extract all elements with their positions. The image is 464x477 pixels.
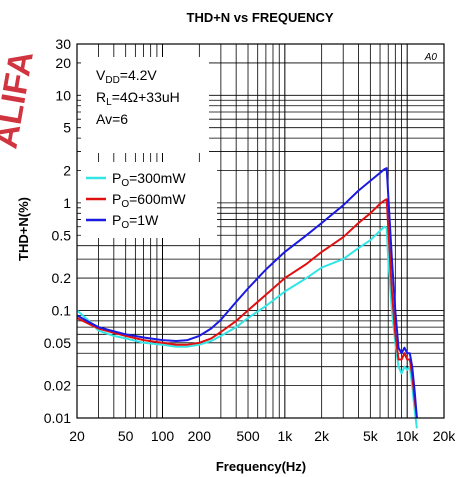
y-tick-label: 30 [55, 36, 71, 52]
x-tick-label: 1k [277, 428, 293, 444]
x-axis-label: Frequency(Hz) [216, 459, 306, 474]
y-tick-label: 5 [63, 120, 71, 136]
x-tick-label: 50 [118, 428, 134, 444]
series-line [76, 198, 418, 419]
y-axis-label: THD+N(%) [16, 197, 31, 261]
y-tick-label: 0.01 [44, 410, 71, 426]
condition-text: VDD=4.2V [96, 67, 157, 86]
legend-entry: PO=600mW [112, 191, 186, 210]
y-tick-label: 10 [55, 87, 71, 103]
x-tick-label: 500 [236, 428, 260, 444]
x-tick-label: 10k [396, 428, 420, 444]
y-tick-label: 0.05 [44, 335, 71, 351]
y-tick-label: 0.2 [52, 270, 72, 286]
x-tick-label: 2k [314, 428, 330, 444]
conditions-box-bg [81, 57, 209, 153]
condition-text: RL=4Ω+33uH [96, 89, 180, 108]
series-line [76, 167, 418, 419]
chart-title: THD+N vs FREQUENCY [187, 10, 334, 25]
x-tick-label: 100 [151, 428, 175, 444]
x-tick-label: 200 [188, 428, 212, 444]
y-tick-label: 0.1 [52, 302, 72, 318]
legend-entry: PO=300mW [112, 170, 186, 189]
plot-frame [76, 43, 445, 419]
condition-text: Av=6 [96, 111, 128, 127]
x-tick-label: 20 [69, 428, 85, 444]
x-tick-label: 5k [363, 428, 379, 444]
y-tick-label: 0.5 [52, 227, 72, 243]
watermark-left: ALIFA [0, 48, 41, 151]
y-tick-label: 1 [63, 195, 71, 211]
plot-area: 20 50 100 200 500 1k 2k 5k 10k 20k 0.01 0.02 0.05 0.1… [44, 36, 457, 444]
y-tick-label: 0.02 [44, 378, 71, 394]
series-line [76, 225, 418, 429]
y-tick-label: 2 [63, 163, 71, 179]
corner-mark: A0 [424, 52, 438, 63]
y-tick-label: 20 [55, 55, 71, 71]
x-tick-label: 20k [433, 428, 457, 444]
legend-entry: PO=1W [112, 212, 159, 231]
